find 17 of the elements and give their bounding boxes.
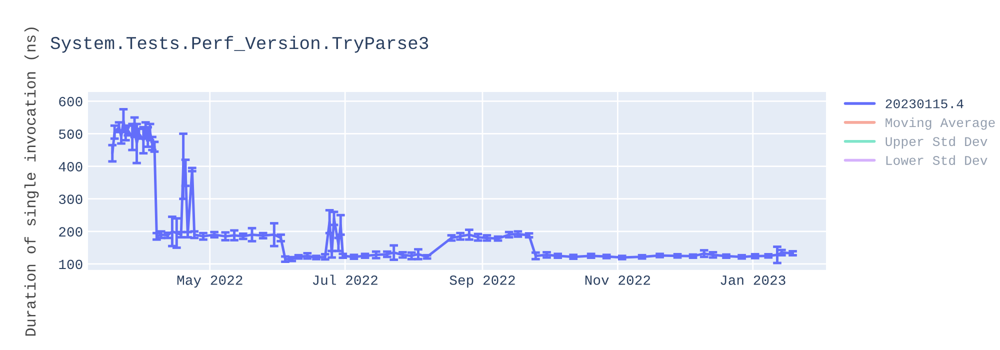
- y-tick-label: 100: [59, 260, 82, 270]
- x-tick-label: Jan 2023: [720, 275, 786, 285]
- x-tick-label: Jul 2022: [312, 274, 378, 285]
- x-tick-label: Nov 2022: [585, 275, 650, 285]
- legend-label: Moving Average: [886, 117, 995, 130]
- y-axis-title: Duration of single invocation (ns): [24, 28, 39, 336]
- legend-label: 20230115.4: [886, 99, 964, 108]
- y-tick-label: 500: [59, 129, 82, 139]
- y-tick-label: 600: [59, 96, 82, 106]
- y-tick-label: 200: [59, 227, 82, 237]
- y-tick-label: 400: [58, 162, 82, 172]
- legend-label: Lower Std Dev: [886, 155, 988, 166]
- y-tick-label: 300: [59, 194, 82, 204]
- x-tick-label: Sep 2022: [450, 275, 515, 288]
- chart-title: System.Tests.Perf_Version.TryParse3: [50, 36, 428, 53]
- legend-label: Upper Std Dev: [886, 136, 988, 149]
- x-tick-label: May 2022: [177, 275, 242, 288]
